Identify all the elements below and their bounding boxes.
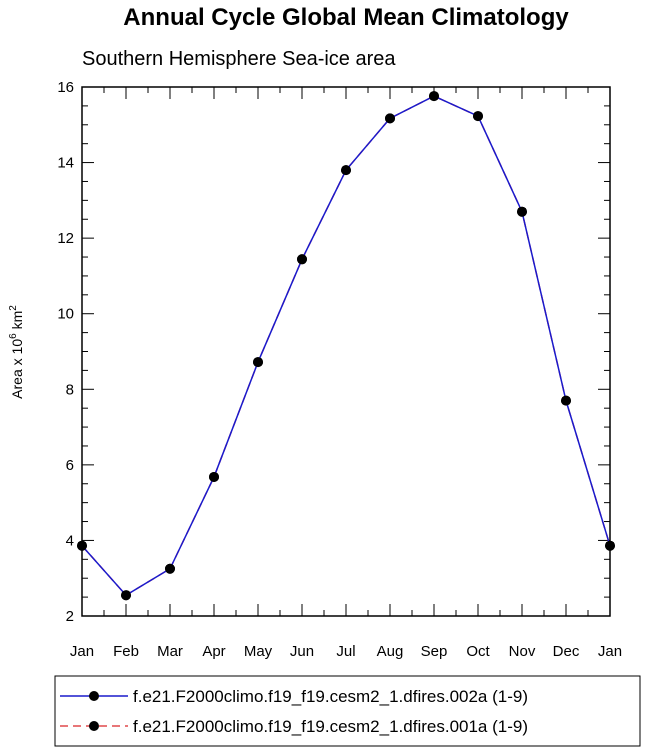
data-point	[473, 111, 483, 122]
x-tick-label: Aug	[377, 643, 404, 660]
series-layer	[77, 91, 615, 601]
x-tick-label: Sep	[421, 643, 448, 660]
x-tick-label: Nov	[509, 643, 536, 660]
y-tick-label: 2	[66, 608, 74, 625]
data-point	[429, 91, 439, 102]
y-tick-label: 14	[57, 155, 74, 172]
axis-tick-labels: Jan Feb Mar Apr May Jun Jul Aug Sep Oct Nov Dec Jan 2…	[57, 79, 622, 660]
chart-title: Annual Cycle Global Mean Climatology	[123, 4, 569, 31]
x-tick-label: Jan	[70, 643, 94, 660]
x-tick-label: Dec	[553, 643, 580, 660]
y-axis-label-unit-exponent: 2	[8, 305, 19, 311]
data-point	[165, 563, 175, 574]
legend-marker	[89, 721, 99, 731]
x-tick-label: Jun	[290, 643, 314, 660]
y-tick-label: 12	[57, 230, 74, 247]
legend: f.e21.F2000climo.f19_f19.cesm2_1.dfires.…	[54, 675, 641, 747]
x-tick-label: Oct	[466, 643, 490, 660]
chart-subtitle: Southern Hemisphere Sea-ice area	[82, 48, 396, 70]
y-tick-label: 6	[66, 457, 74, 474]
y-axis-label: Area x 106 km2	[8, 305, 25, 399]
data-point	[385, 113, 395, 124]
data-point	[561, 395, 571, 406]
data-point	[341, 165, 351, 176]
x-tick-label: Apr	[202, 643, 225, 660]
data-point	[297, 254, 307, 265]
axis-ticks	[81, 86, 611, 617]
y-tick-label: 8	[66, 381, 74, 398]
data-point	[121, 590, 131, 601]
y-axis-label-exponent: 6	[8, 333, 19, 339]
legend-box	[54, 675, 641, 747]
data-point	[209, 471, 219, 482]
y-tick-label: 10	[57, 306, 74, 323]
legend-label: f.e21.F2000climo.f19_f19.cesm2_1.dfires.…	[133, 717, 528, 736]
svg-text:Area x 106 km2: Area x 106 km2	[8, 305, 25, 399]
x-tick-label: Jan	[598, 643, 622, 660]
legend-marker	[89, 691, 99, 701]
plot-frame	[81, 86, 611, 617]
legend-label: f.e21.F2000climo.f19_f19.cesm2_1.dfires.…	[133, 687, 528, 706]
x-tick-label: Mar	[157, 643, 183, 660]
x-tick-label: May	[244, 643, 273, 660]
data-point	[517, 206, 527, 217]
y-tick-label: 16	[57, 79, 74, 96]
x-tick-label: Feb	[113, 643, 139, 660]
data-point	[253, 357, 263, 368]
y-axis-label-unit: km	[9, 311, 25, 334]
y-axis-label-prefix: Area x 10	[9, 339, 25, 399]
x-tick-label: Jul	[336, 643, 355, 660]
y-tick-label: 4	[66, 532, 74, 549]
